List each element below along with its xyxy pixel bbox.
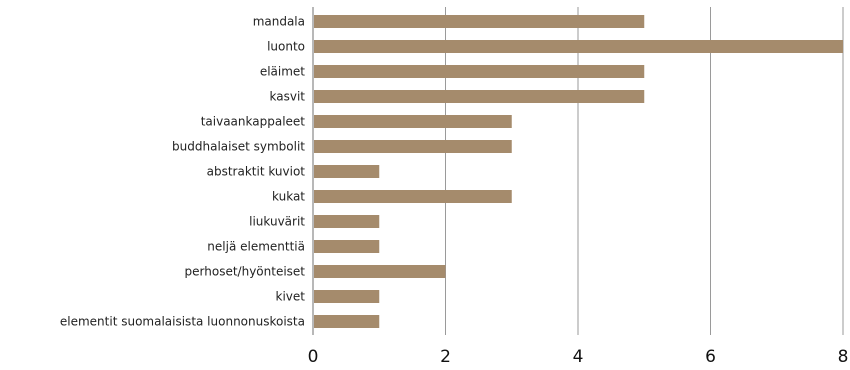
bar: [314, 190, 512, 203]
category-label: neljä elementtiä: [207, 240, 305, 254]
bar: [314, 15, 645, 28]
x-tick-label: 6: [705, 347, 716, 367]
bar: [314, 65, 645, 78]
category-label: luonto: [267, 40, 305, 54]
x-tick-label: 0: [308, 347, 319, 367]
bar: [314, 240, 380, 253]
category-label: taivaankappaleet: [201, 115, 306, 129]
category-label: abstraktit kuviot: [207, 165, 306, 179]
category-label: liukuvärit: [249, 215, 305, 229]
bar: [314, 90, 645, 103]
bar: [314, 315, 380, 328]
bar: [314, 40, 843, 53]
category-label: buddhalaiset symbolit: [172, 140, 305, 154]
bar: [314, 265, 446, 278]
x-tick-label: 2: [440, 347, 451, 367]
bar: [314, 115, 512, 128]
category-label: eläimet: [260, 65, 305, 79]
bar: [314, 290, 380, 303]
bar: [314, 165, 380, 178]
category-label: perhoset/hyönteiset: [185, 265, 306, 279]
category-label: mandala: [253, 15, 305, 29]
x-tick-label: 8: [838, 347, 849, 367]
bar: [314, 215, 380, 228]
category-label: kukat: [272, 190, 305, 204]
x-tick-label: 4: [573, 347, 584, 367]
category-label: elementit suomalaisista luonnonuskoista: [60, 315, 305, 329]
category-label: kivet: [276, 290, 306, 304]
category-label: kasvit: [270, 90, 306, 104]
bar: [314, 140, 512, 153]
